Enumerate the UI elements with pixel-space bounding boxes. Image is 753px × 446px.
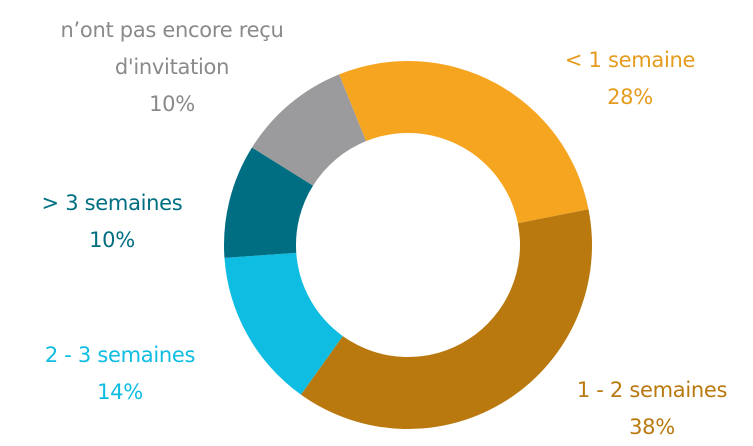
slice-label: < 1 semaine 28%: [530, 42, 730, 116]
slice: [224, 147, 314, 258]
slice: [224, 252, 343, 395]
category-label: > 3 semaines: [41, 191, 183, 215]
value-label: 38%: [629, 415, 675, 439]
slice-label: n’ont pas encore reçu d'invitation 10%: [22, 12, 322, 123]
slice-label: > 3 semaines 10%: [12, 185, 212, 259]
slice: [339, 61, 589, 224]
value-label: 10%: [149, 92, 195, 116]
value-label: 14%: [97, 380, 143, 404]
slice: [300, 209, 592, 430]
category-label: 2 - 3 semaines: [44, 343, 196, 367]
category-label: 1 - 2 semaines: [576, 378, 728, 402]
category-label: < 1 semaine: [564, 48, 696, 72]
slice-label: 1 - 2 semaines 38%: [542, 372, 753, 446]
category-label: n’ont pas encore reçu d'invitation: [60, 18, 284, 79]
value-label: 10%: [89, 228, 135, 252]
slice-label: 2 - 3 semaines 14%: [10, 337, 230, 411]
value-label: 28%: [607, 85, 653, 109]
slice: [251, 74, 367, 186]
